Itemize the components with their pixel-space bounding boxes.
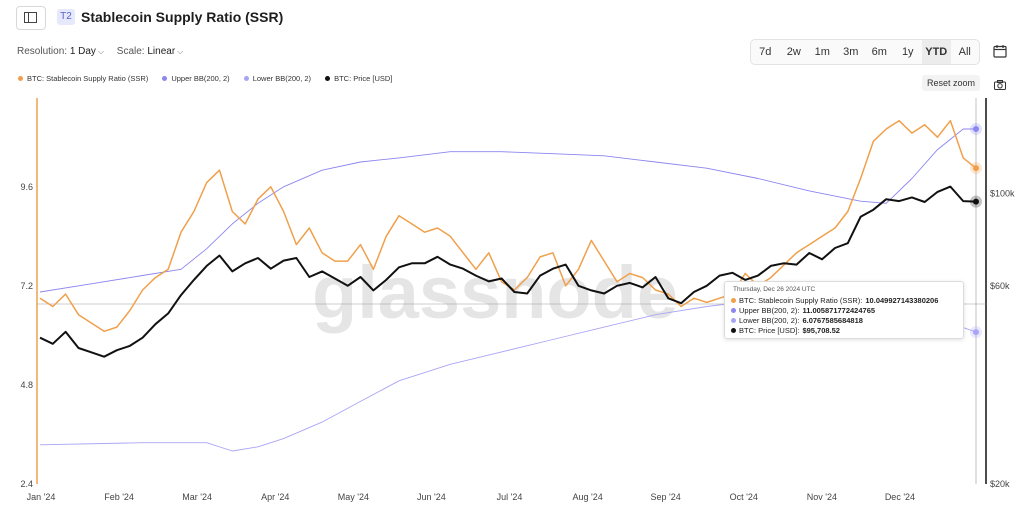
tooltip-value: 11.005871772424765 [802, 306, 876, 315]
range-1y-button[interactable]: 1y [901, 46, 914, 58]
chevron-down-icon: ⌵ [177, 47, 184, 56]
time-range-selector: 7d 2w 1m 3m 6m 1y YTD All [750, 39, 980, 65]
tooltip-row-price: BTC: Price [USD]: $95,708.52 [731, 326, 840, 335]
header-bar: T2 Stablecoin Supply Ratio (SSR) [0, 0, 1024, 36]
tooltip-value: $95,708.52 [802, 326, 840, 335]
x-tick-label: Jun '24 [417, 492, 446, 502]
legend-item-price[interactable]: BTC: Price [USD] [325, 74, 392, 83]
left-y-tick-label: 4.8 [20, 380, 33, 390]
scale-label: Scale: [116, 46, 145, 57]
x-tick-label: Mar '24 [182, 492, 212, 502]
scale-value: Linear [147, 46, 176, 57]
left-y-tick-label: 2.4 [20, 479, 33, 489]
tier-badge: T2 [57, 9, 75, 25]
range-3m-button[interactable]: 3m [843, 46, 859, 58]
tooltip-date: Thursday, Dec 26 2024 UTC [733, 286, 816, 293]
legend-item-upper-bb[interactable]: Upper BB(200, 2) [162, 74, 230, 83]
legend-label: BTC: Price [USD] [334, 74, 393, 83]
tooltip-value: 10.049927143380206 [865, 296, 939, 305]
reset-zoom-button[interactable]: Reset zoom [922, 75, 980, 91]
legend-dot [243, 76, 249, 81]
hover-marker [973, 165, 979, 172]
x-tick-label: Dec '24 [885, 492, 915, 502]
legend-dot [325, 76, 331, 81]
resolution-value: 1 Day [69, 46, 96, 57]
resolution-label: Resolution: [17, 46, 68, 57]
x-tick-label: Nov '24 [807, 492, 837, 502]
screenshot-button[interactable] [994, 77, 1006, 95]
chart-legend: BTC: Stablecoin Supply Ratio (SSR) Upper… [18, 74, 392, 83]
legend-label: Upper BB(200, 2) [171, 74, 230, 83]
watermark: glassnode [312, 251, 678, 334]
x-tick-label: Oct '24 [730, 492, 758, 502]
legend-dot [162, 76, 168, 81]
x-tick-label: Apr '24 [261, 492, 289, 502]
hover-marker [973, 198, 979, 205]
calendar-button[interactable] [988, 40, 1012, 62]
x-tick-label: Aug '24 [572, 492, 602, 502]
tooltip-label: Lower BB(200, 2): [739, 316, 800, 325]
scale-dropdown[interactable]: Scale: Linear ⌵ [117, 46, 183, 57]
sidebar-panel-icon [24, 12, 37, 23]
legend-dot [731, 328, 736, 333]
range-all-button[interactable]: All [958, 46, 971, 58]
btc-price-line [39, 185, 977, 358]
resolution-dropdown[interactable]: Resolution: 1 Day ⌵ [17, 46, 104, 57]
left-y-tick-label: 9.6 [20, 182, 33, 192]
x-tick-label: May '24 [338, 492, 369, 502]
range-1m-button[interactable]: 1m [814, 46, 830, 58]
calendar-icon [993, 45, 1007, 58]
tooltip-row-lower-bb: Lower BB(200, 2): 6.0767585684818 [731, 316, 863, 325]
range-ytd-button[interactable]: YTD [922, 40, 951, 64]
tooltip-label: BTC: Stablecoin Supply Ratio (SSR): [739, 296, 863, 305]
legend-label: BTC: Stablecoin Supply Ratio (SSR) [27, 74, 149, 83]
range-7d-button[interactable]: 7d [759, 46, 772, 58]
tooltip-row-upper-bb: Upper BB(200, 2): 11.005871772424765 [731, 306, 875, 315]
right-y-tick-label: $60k [990, 281, 1010, 291]
hover-marker [973, 125, 979, 132]
legend-label: Lower BB(200, 2) [252, 74, 312, 83]
x-tick-label: Jan '24 [27, 492, 56, 502]
right-y-tick-label: $20k [990, 479, 1010, 489]
x-tick-label: Sep '24 [651, 492, 681, 502]
chart-settings: Resolution: 1 Day ⌵ Scale: Linear ⌵ [17, 46, 193, 57]
sidebar-toggle-button[interactable] [16, 6, 46, 30]
chart-tooltip: Thursday, Dec 26 2024 UTC BTC: Stablecoi… [724, 281, 964, 339]
legend-dot [731, 308, 736, 313]
camera-icon [994, 80, 1006, 90]
legend-dot [731, 298, 736, 303]
range-2w-button[interactable]: 2w [786, 46, 801, 58]
x-tick-label: Feb '24 [104, 492, 134, 502]
tooltip-value: 6.0767585684818 [802, 316, 863, 325]
legend-item-ssr[interactable]: BTC: Stablecoin Supply Ratio (SSR) [18, 74, 148, 83]
legend-dot [731, 318, 736, 323]
chevron-down-icon: ⌵ [97, 47, 105, 56]
upper-bb-line [39, 128, 976, 293]
legend-dot [18, 76, 23, 81]
range-6m-button[interactable]: 6m [871, 46, 887, 58]
hover-marker [973, 329, 979, 336]
right-y-tick-label: $100k [990, 189, 1015, 199]
x-tick-label: Jul '24 [497, 492, 523, 502]
tooltip-label: BTC: Price [USD]: [739, 326, 800, 335]
tooltip-row-ssr: BTC: Stablecoin Supply Ratio (SSR): 10.0… [731, 296, 938, 305]
left-y-tick-label: 7.2 [20, 281, 33, 291]
legend-item-lower-bb[interactable]: Lower BB(200, 2) [243, 74, 312, 83]
page-title: Stablecoin Supply Ratio (SSR) [81, 9, 284, 25]
tooltip-label: Upper BB(200, 2): [739, 306, 800, 315]
